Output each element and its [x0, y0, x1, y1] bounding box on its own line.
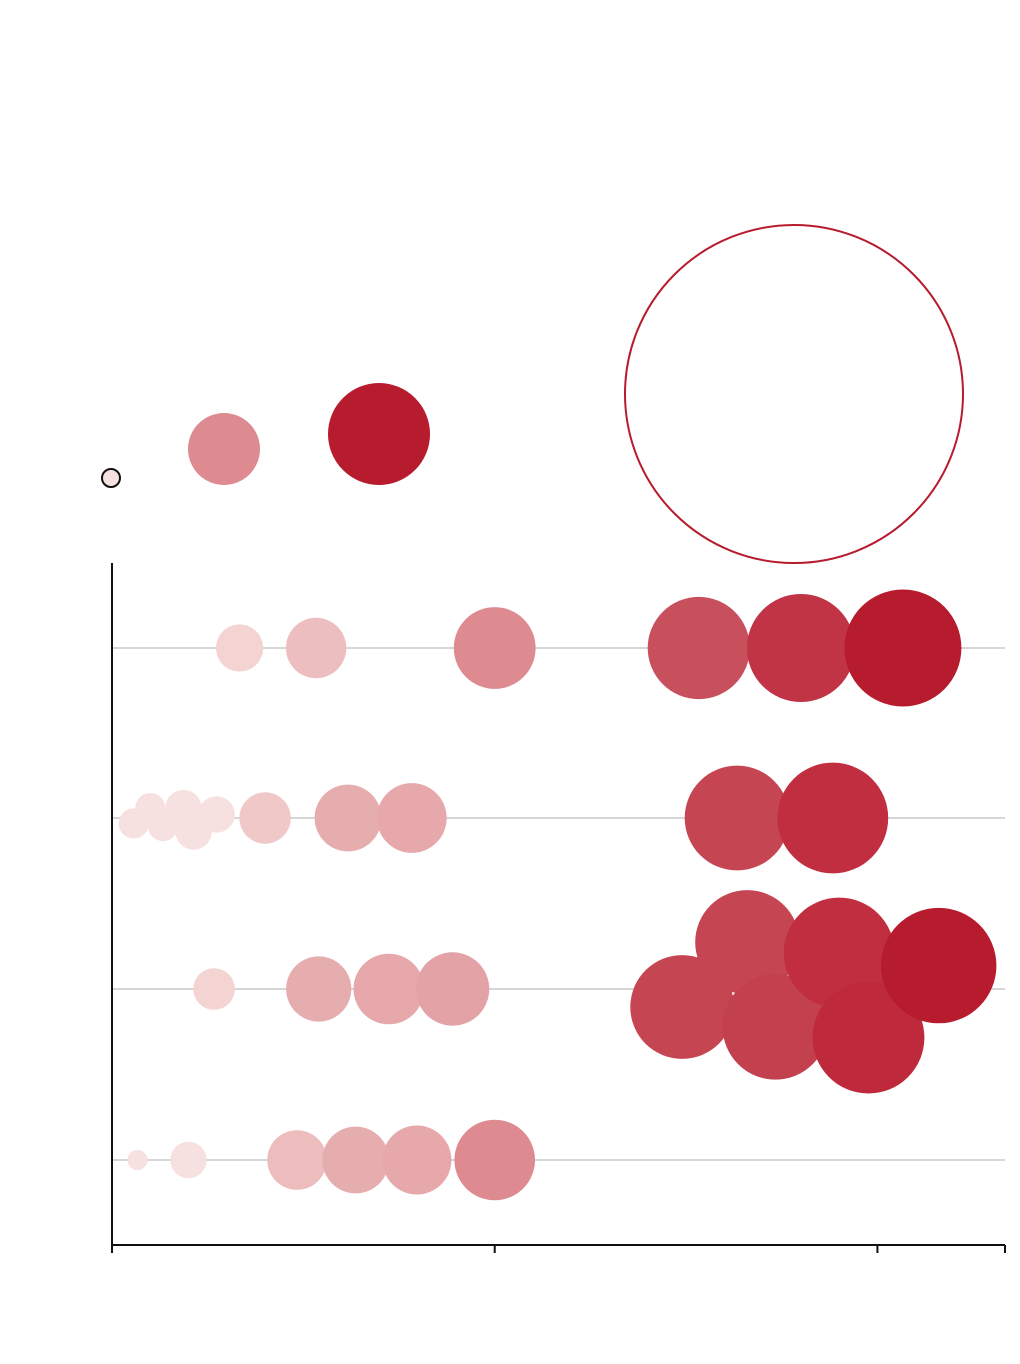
- size-legend-circle-2: [188, 413, 260, 485]
- bubble-row3-4: [415, 952, 490, 1026]
- bubble-row1-2: [285, 617, 347, 679]
- bubble-row3-5: [630, 955, 735, 1059]
- bubble-row4-3: [267, 1130, 327, 1190]
- bubble-row4-5: [382, 1125, 452, 1195]
- bubble-row2-10: [684, 765, 790, 871]
- bubble-row2-7: [239, 792, 291, 844]
- bubble-row2-6: [198, 796, 235, 833]
- bubble-row3-6: [695, 890, 800, 995]
- bubble-row3-10: [881, 907, 997, 1024]
- bubble-row1-4: [647, 596, 750, 700]
- size-legend-circle-4: [624, 224, 964, 564]
- bubble-row4-6: [454, 1119, 535, 1201]
- bubble-row1-6: [844, 589, 962, 707]
- bubble-row2-9: [376, 783, 447, 853]
- bubble-row1-1: [216, 624, 264, 672]
- bubble-row3-8: [783, 897, 895, 1009]
- bubble-row4-4: [322, 1126, 390, 1194]
- bubble-row4-1: [127, 1149, 148, 1171]
- size-legend-circle-3: [328, 383, 430, 485]
- size-legend: [101, 224, 964, 564]
- bubble-row4-2: [170, 1141, 207, 1179]
- axes: [111, 563, 1006, 1253]
- bubble-row3-7: [722, 974, 829, 1080]
- bubble-row1-3: [453, 607, 536, 689]
- bubble-row3-2: [286, 956, 352, 1022]
- bubble-row1-5: [746, 594, 855, 702]
- bubble-row2-11: [777, 762, 889, 874]
- bubble-row2-8: [314, 784, 382, 852]
- size-legend-circle-1: [101, 468, 121, 488]
- data-points: [118, 589, 997, 1201]
- bubble-row3-1: [193, 968, 235, 1010]
- bubble-row3-3: [353, 953, 425, 1025]
- bubble-row3-9: [812, 981, 925, 1094]
